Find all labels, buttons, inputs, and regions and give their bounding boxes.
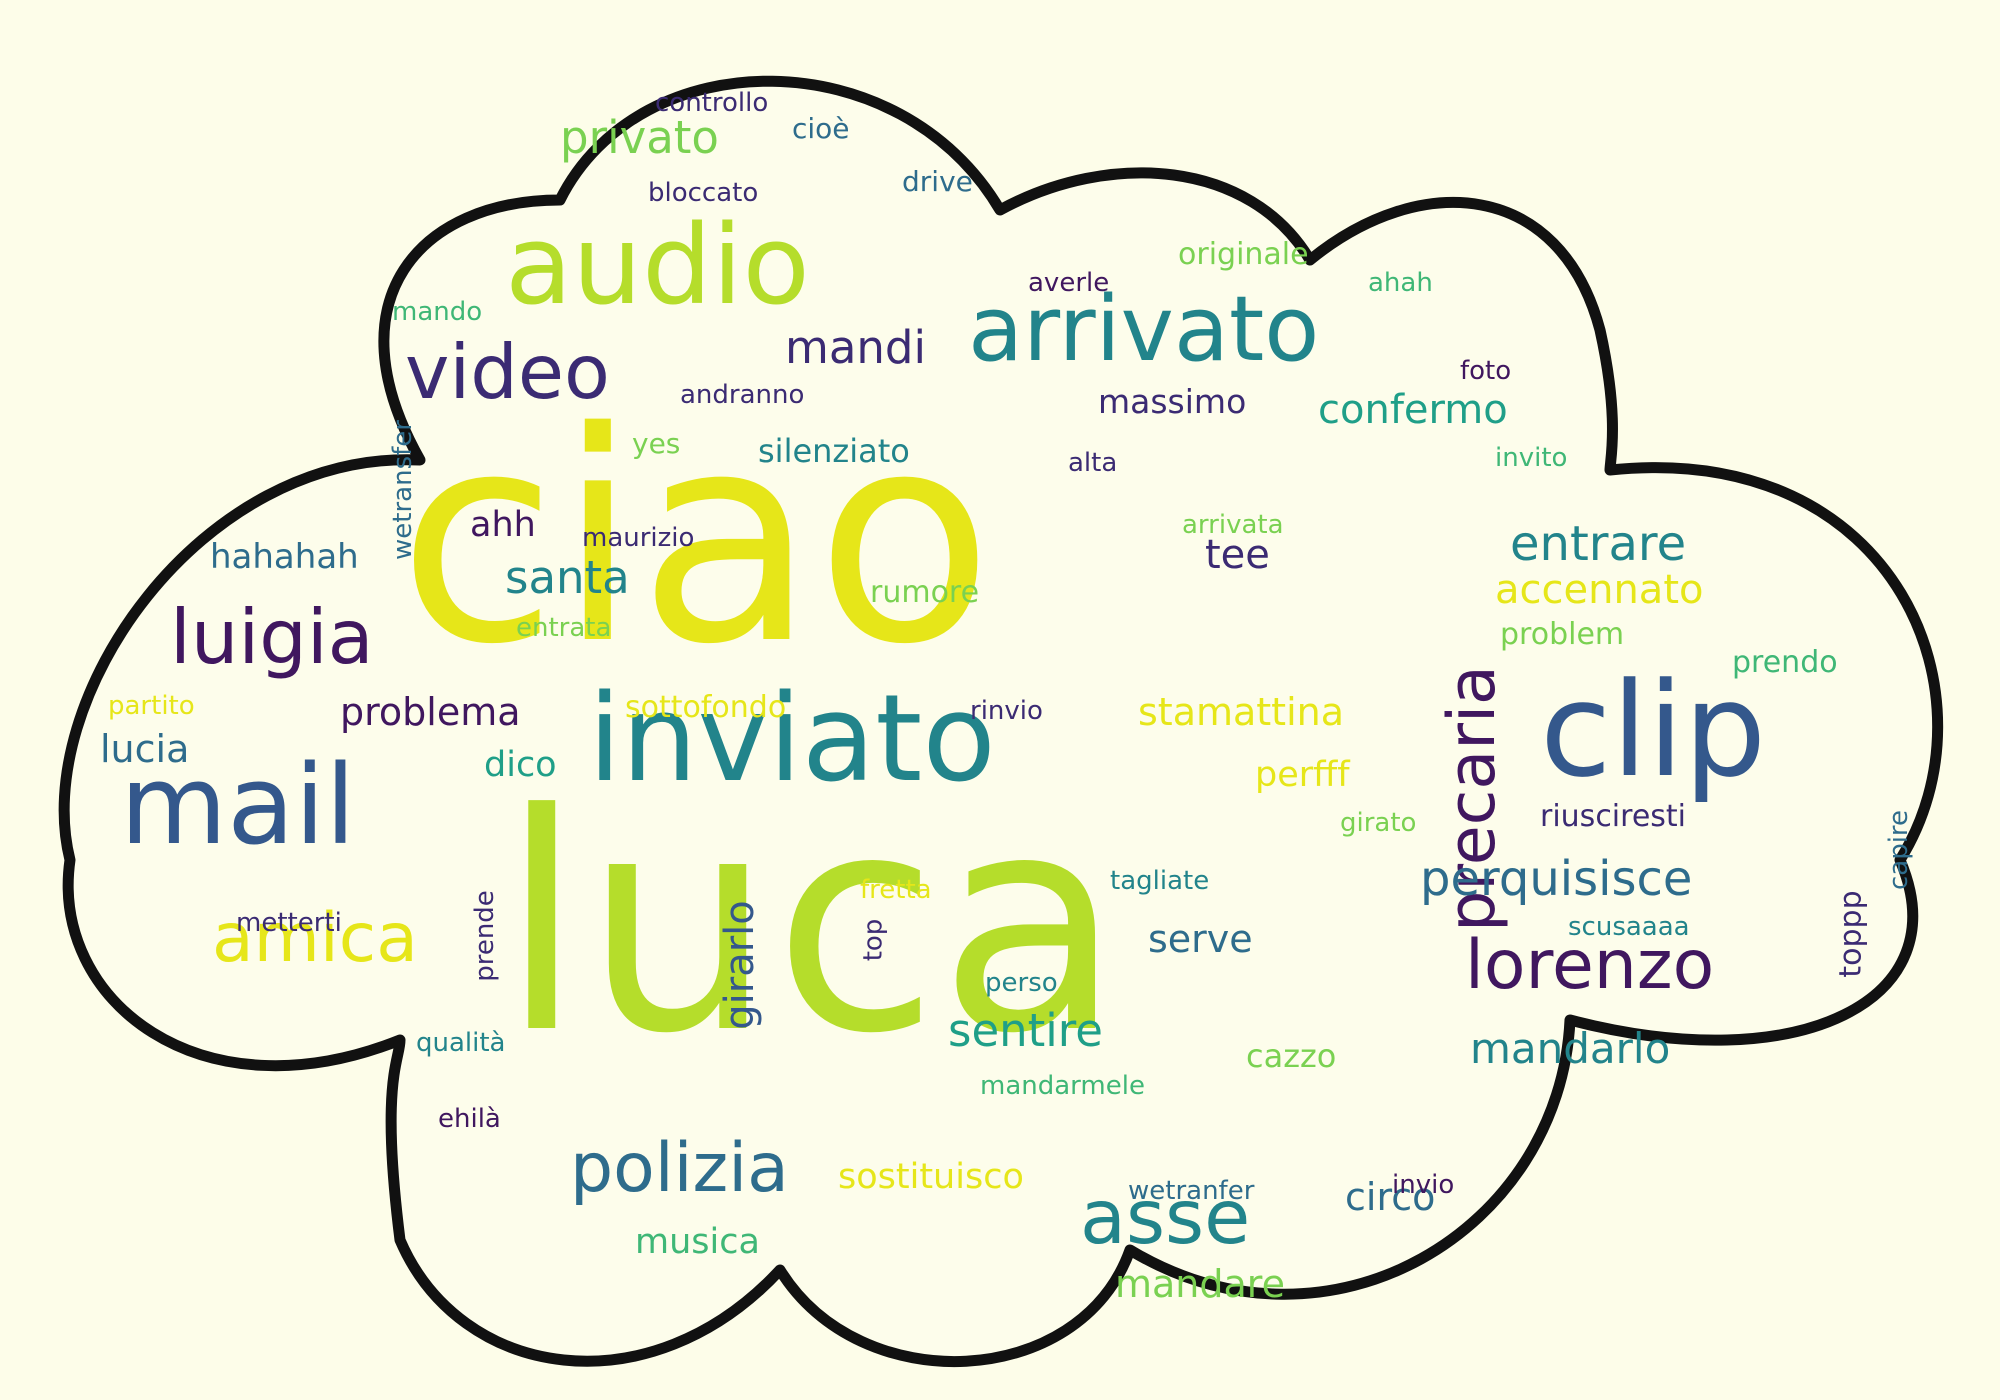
word-alta: alta (1068, 448, 1118, 478)
word-perso: perso (985, 968, 1058, 998)
word-ehila: ehilà (438, 1104, 501, 1134)
word-dico: dico (484, 745, 557, 785)
word-silenziato: silenziato (758, 432, 910, 470)
word-metterti: metterti (236, 908, 342, 938)
word-arrivata: arrivata (1182, 510, 1284, 540)
word-controllo: controllo (655, 88, 769, 118)
word-inviato: inviato (588, 670, 996, 809)
word-rumore: rumore (870, 575, 980, 610)
word-riuscirestti: riusciresti (1540, 799, 1687, 834)
word-audio: audio (505, 201, 810, 329)
word-entrare: entrare (1510, 516, 1687, 572)
word-problem: problem (1500, 617, 1625, 652)
word-mando: mando (392, 297, 483, 327)
word-prende: prende (469, 890, 500, 982)
word-top: top (857, 918, 888, 961)
word-rinvio: rinvio (970, 696, 1043, 726)
word-toppp: toppp (1833, 889, 1869, 978)
word-problema: problema (340, 690, 521, 734)
word-bloccato: bloccato (648, 178, 759, 208)
word-ahh: ahh (470, 505, 536, 545)
word-scusaaaa: scusaaaa (1568, 912, 1690, 942)
word-wetranfer: wetranfer (1128, 1176, 1255, 1206)
word-originale: originale (1178, 237, 1309, 272)
word-privato: privato (560, 111, 719, 164)
word-sottofondo: sottofondo (625, 690, 787, 725)
word-tagliate: tagliate (1110, 866, 1210, 896)
word-maurizio: maurizio (582, 523, 695, 553)
word-hahahah: hahahah (210, 537, 359, 577)
word-mandarlo: mandarlo (1470, 1024, 1671, 1073)
word-ahah: ahah (1368, 268, 1433, 298)
word-luigia: luigia (170, 593, 374, 681)
word-video: video (405, 328, 610, 416)
word-sostituisco: sostituisco (838, 1157, 1024, 1197)
word-luca: luca (500, 750, 1123, 1099)
word-stamattina: stamattina (1138, 690, 1345, 734)
word-perquisisce: perquisisce (1420, 851, 1693, 907)
word-amica: amica (212, 899, 418, 978)
word-prendo: prendo (1732, 645, 1838, 680)
word-ciao: ciao (398, 371, 994, 708)
word-lucia: lucia (100, 727, 190, 771)
word-mail: mail (120, 741, 356, 869)
cloud-outline (58, 75, 1944, 1368)
word-foto: foto (1460, 356, 1512, 386)
word-accennato: accennato (1495, 567, 1704, 613)
word-musica: musica (635, 1222, 760, 1262)
word-tee: tee (1205, 532, 1270, 578)
word-girarlo: girarlo (716, 900, 763, 1030)
word-drive: drive (902, 165, 973, 198)
word-asse: asse (1080, 1173, 1251, 1261)
word-confermo: confermo (1318, 387, 1508, 433)
word-serve: serve (1148, 917, 1253, 961)
word-wetransfer: wetransfer (387, 420, 418, 560)
word-mandarmele: mandarmele (980, 1071, 1145, 1101)
word-lorenzo: lorenzo (1465, 926, 1715, 1005)
word-invito: invito (1495, 443, 1568, 473)
word-mandare: mandare (1115, 1262, 1285, 1306)
word-yes: yes (632, 427, 681, 460)
word-santa: santa (505, 551, 630, 604)
word-perfff: perfff (1255, 755, 1350, 795)
word-cazzo: cazzo (1246, 1037, 1337, 1075)
word-girato: girato (1340, 808, 1417, 838)
word-massimo: massimo (1098, 382, 1247, 421)
word-cioe: cioè (792, 112, 850, 145)
word-clip: clip (1540, 654, 1767, 806)
word-andranno: andranno (680, 380, 805, 410)
word-partito: partito (108, 691, 195, 721)
word-entrata: entrata (516, 613, 612, 643)
word-qualita: qualità (416, 1028, 506, 1058)
word-arrivato: arrivato (968, 277, 1320, 382)
word-fretta: fretta (860, 875, 932, 905)
word-capire: capire (1884, 809, 1915, 891)
word-invio: invio (1392, 1170, 1455, 1200)
word-averle: averle (1028, 268, 1110, 298)
word-sentire: sentire (948, 1004, 1103, 1057)
word-mandi: mandi (785, 321, 926, 374)
word-circo: circo (1345, 1175, 1436, 1219)
word-polizia: polizia (570, 1129, 789, 1208)
